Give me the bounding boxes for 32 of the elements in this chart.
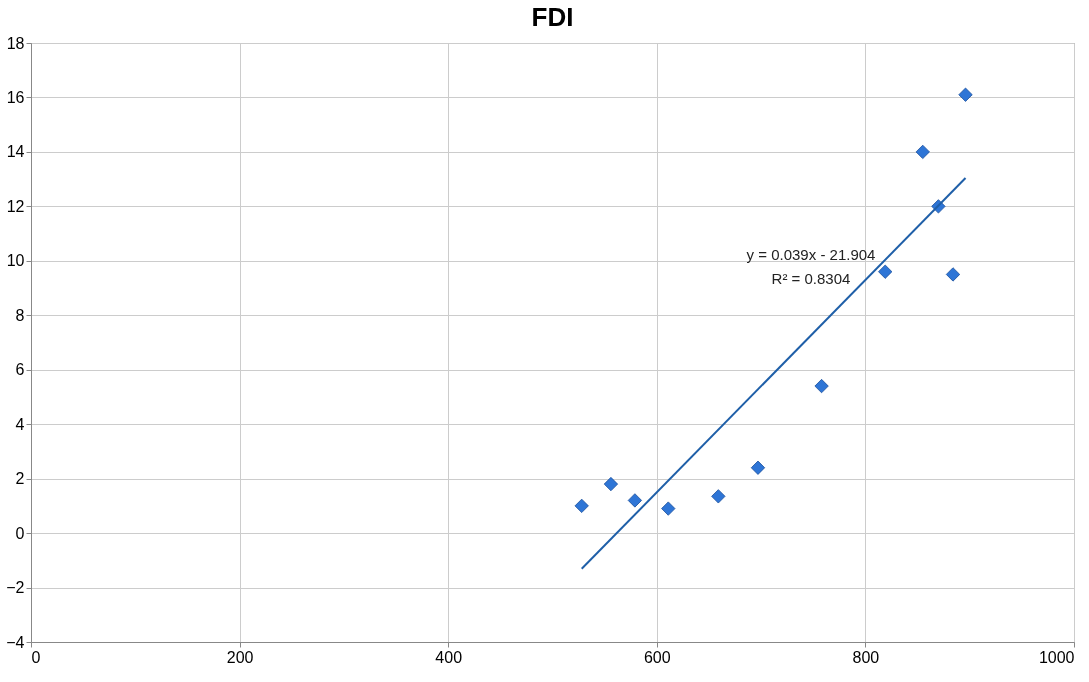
annotation: y = 0.039x - 21.904 — [746, 246, 876, 263]
x-tick-label: 200 — [226, 648, 254, 666]
point — [661, 501, 676, 516]
point — [711, 489, 726, 504]
point — [574, 498, 589, 513]
x-tick-label: 1000 — [1038, 648, 1075, 666]
y-tick-label: 8 — [15, 306, 25, 324]
x-tick-label: 0 — [31, 648, 41, 666]
y-tick-label: 14 — [6, 143, 25, 161]
y-tick-label: 6 — [15, 361, 25, 379]
y-tick-label: 4 — [15, 415, 25, 433]
y-tick-label: −4 — [6, 633, 25, 651]
point — [958, 87, 973, 102]
point — [945, 267, 961, 282]
y-tick-label: −2 — [6, 579, 25, 597]
y-tick-label: 16 — [6, 88, 25, 106]
y-tick-label: 18 — [6, 34, 25, 52]
y-tick-label: 0 — [15, 524, 25, 542]
annotation: R² = 0.8304 — [771, 270, 851, 287]
point — [750, 460, 766, 475]
y-tick-label: 12 — [6, 197, 25, 215]
x-tick-label: 800 — [852, 648, 880, 666]
point — [814, 378, 829, 394]
point — [627, 493, 642, 508]
x-tick-label: 600 — [643, 648, 671, 666]
point — [878, 264, 893, 279]
point — [915, 144, 930, 160]
y-tick-label: 2 — [15, 470, 25, 488]
y-tick-label: 10 — [6, 252, 25, 270]
point — [603, 476, 619, 492]
chart-title: FDI — [531, 2, 574, 32]
x-tick-label: 400 — [435, 648, 463, 666]
